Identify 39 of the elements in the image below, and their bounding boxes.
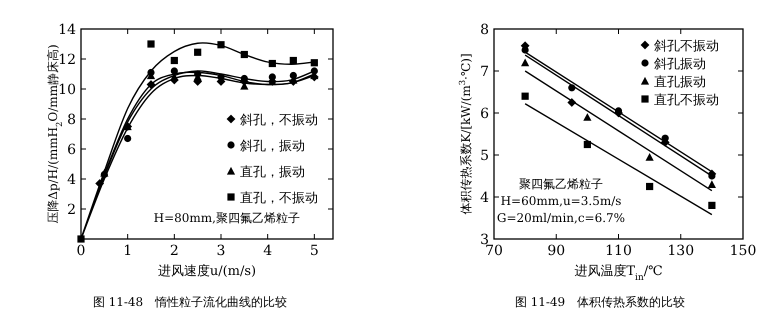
caption: 图 11-48 惰性粒子流化曲线的比较 [92, 295, 288, 309]
y-tick-label: 6 [480, 106, 490, 122]
x-tick-label: 0 [76, 243, 86, 259]
legend-label: 斜孔不振动 [654, 39, 719, 54]
legend-label: 斜孔，振动 [240, 139, 305, 154]
legend-label: 直孔，不振动 [240, 191, 318, 206]
annotation: H=60mm,u=3.5m/s [500, 194, 622, 208]
x-tick-label: 4 [263, 243, 272, 259]
annotation: H=80mm,聚四氟乙烯粒子 [154, 211, 300, 225]
y-tick-label: 8 [67, 112, 76, 128]
y-tick-label: 6 [67, 142, 76, 158]
x-tick-label: 3 [216, 243, 226, 259]
y-tick-label: 4 [480, 190, 490, 206]
y-tick-label: 5 [480, 148, 489, 164]
y-tick-label: 4 [67, 172, 76, 188]
x-tick-label: 150 [730, 243, 756, 259]
x-tick-label: 5 [310, 243, 319, 259]
y-tick-label: 10 [58, 82, 76, 98]
x-axis-title: 进风速度u/(m/s) [158, 263, 256, 279]
annotation: 聚四氟乙烯粒子 [519, 177, 603, 191]
x-tick-label: 1 [123, 243, 132, 259]
y-tick-label: 14 [58, 22, 76, 38]
x-tick-label: 70 [485, 243, 503, 259]
x-tick-label: 90 [547, 243, 566, 259]
y-tick-label: 8 [480, 22, 489, 38]
caption: 图 11-49 体积传热系数的比较 [514, 295, 686, 309]
x-axis-title: 进风温度T$_{in}$/℃ [574, 263, 663, 283]
legend-label: 直孔振动 [654, 75, 706, 90]
y-tick-label: 7 [480, 64, 489, 80]
y-tick-label: 2 [67, 202, 76, 218]
legend-label: 直孔，振动 [240, 165, 305, 180]
x-tick-label: 130 [667, 243, 694, 259]
y-tick-label: 12 [58, 52, 76, 68]
annotation: G=20ml/min,c=6.7% [496, 211, 626, 225]
x-tick-label: 2 [170, 243, 179, 259]
x-tick-label: 110 [605, 243, 632, 259]
legend-label: 斜孔，不振动 [240, 113, 318, 128]
legend-label: 直孔不振动 [654, 93, 719, 108]
legend-label: 斜孔振动 [654, 57, 706, 72]
